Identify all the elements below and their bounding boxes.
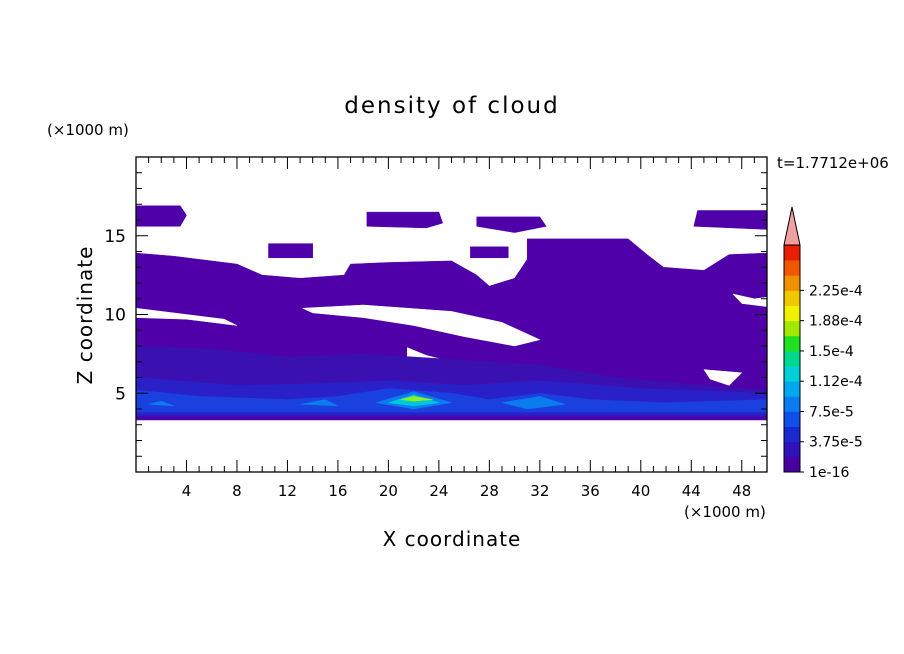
y-unit-label: (×1000 m) bbox=[47, 121, 129, 139]
x-tick-label: 44 bbox=[682, 482, 701, 500]
colorbar-swatch bbox=[784, 245, 800, 261]
x-tick-label: 28 bbox=[480, 482, 499, 500]
colorbar-swatch bbox=[784, 441, 800, 458]
contour-region bbox=[136, 205, 187, 227]
colorbar-swatch bbox=[784, 396, 800, 412]
x-unit-label: (×1000 m) bbox=[684, 503, 766, 521]
contour-region bbox=[400, 396, 433, 402]
contour-region bbox=[476, 216, 547, 233]
contour-region bbox=[148, 400, 174, 407]
x-tick-label: 4 bbox=[182, 482, 192, 500]
x-tick-label: 12 bbox=[278, 482, 297, 500]
colorbar-swatch bbox=[784, 335, 800, 352]
x-tick-label: 40 bbox=[631, 482, 650, 500]
colorbar-label: 1e-16 bbox=[809, 465, 849, 481]
x-tick-label: 16 bbox=[328, 482, 347, 500]
contour-region bbox=[268, 243, 313, 259]
contour-region bbox=[136, 388, 767, 413]
y-axis-label: Z coordinate bbox=[73, 246, 97, 385]
contour-region bbox=[302, 304, 541, 347]
colorbar-swatch bbox=[784, 456, 800, 473]
colorbar-swatch bbox=[784, 381, 800, 397]
colorbar-swatch bbox=[784, 366, 800, 382]
contour-region bbox=[300, 399, 339, 407]
x-tick-label: 24 bbox=[429, 482, 448, 500]
colorbar: 1e-16 3.75e-5 7.5e-5 1.12e-4 1.5e-4 1.88e-4 2.… bbox=[783, 206, 863, 481]
y-tick-label: 15 bbox=[104, 227, 126, 247]
colorbar-swatch bbox=[784, 260, 800, 276]
time-label: t=1.7712e+06 bbox=[777, 154, 889, 172]
y-tick-label: 10 bbox=[104, 306, 126, 326]
colorbar-label: 1.12e-4 bbox=[809, 374, 863, 390]
colorbar-swatch bbox=[784, 275, 800, 291]
colorbar-swatch bbox=[784, 350, 800, 367]
colorbar-label: 7.5e-5 bbox=[809, 404, 854, 420]
contour-region bbox=[470, 246, 509, 259]
y-tick-label: 5 bbox=[115, 384, 126, 404]
colorbar-label: 1.5e-4 bbox=[809, 344, 854, 360]
x-tick-label: 48 bbox=[732, 482, 751, 500]
colorbar-label: 1.88e-4 bbox=[809, 314, 863, 330]
x-tick-label: 36 bbox=[581, 482, 600, 500]
contour-region bbox=[693, 210, 767, 230]
contour-region bbox=[703, 369, 743, 386]
colorbar-label: 2.25e-4 bbox=[809, 283, 863, 299]
x-tick-label: 32 bbox=[530, 482, 549, 500]
contour-region bbox=[501, 396, 566, 410]
x-axis-label: X coordinate bbox=[383, 527, 522, 551]
colorbar-swatch bbox=[784, 411, 800, 427]
plot-area bbox=[136, 205, 767, 421]
colorbar-swatch bbox=[784, 290, 800, 306]
colorbar-extend-arrow bbox=[783, 206, 801, 246]
x-tick-label: 20 bbox=[379, 482, 398, 500]
colorbar-frame bbox=[783, 244, 801, 473]
contour-region bbox=[136, 307, 238, 326]
x-tick-label: 8 bbox=[232, 482, 242, 500]
colorbar-label: 3.75e-5 bbox=[809, 435, 863, 451]
colorbar-swatch bbox=[784, 305, 800, 322]
contour-region bbox=[732, 293, 767, 307]
colorbar-swatch bbox=[784, 426, 800, 443]
colorbar-swatch bbox=[784, 320, 800, 337]
chart-title: density of cloud bbox=[344, 93, 559, 119]
contour-region bbox=[366, 211, 444, 229]
